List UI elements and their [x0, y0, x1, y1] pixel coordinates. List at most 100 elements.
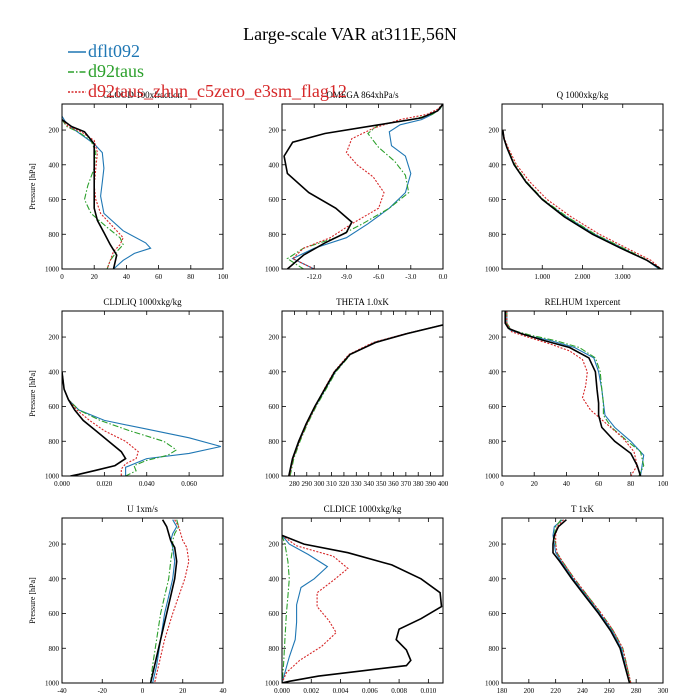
- x-tick-label: 80: [187, 273, 195, 281]
- plot-frame: [281, 517, 444, 684]
- plot-frame: [61, 103, 224, 270]
- y-tick-label: 800: [489, 645, 500, 653]
- y-tick-label: 800: [489, 231, 500, 239]
- x-tick-label: 200: [524, 687, 535, 695]
- series-line: [282, 534, 443, 683]
- x-tick-label: 400: [438, 480, 449, 488]
- series-line: [62, 115, 152, 269]
- x-tick-label: 0.040: [139, 480, 155, 488]
- series-line: [150, 519, 180, 683]
- series-line: [291, 104, 443, 269]
- x-tick-label: 380: [413, 480, 424, 488]
- y-tick-label: 1000: [265, 266, 280, 274]
- panel-title: OMEGA 864xhPa/s: [326, 90, 399, 100]
- panel-4: THETA 1.0xK 280 290 300 310 320 330 340 350 360 37…: [265, 297, 449, 488]
- x-tick-label: 220: [550, 687, 561, 695]
- y-tick-label: 400: [489, 161, 500, 169]
- x-tick-label: 290: [302, 480, 313, 488]
- y-tick-label: 400: [269, 368, 280, 376]
- x-tick-label: -20: [98, 687, 108, 695]
- x-tick-label: 20: [531, 480, 539, 488]
- y-tick-label: 200: [489, 127, 500, 135]
- x-tick-label: 0.060: [181, 480, 197, 488]
- panel-title: T 1xK: [571, 504, 595, 514]
- y-tick-label: 800: [49, 231, 60, 239]
- series-line: [552, 519, 631, 683]
- y-tick-label: 200: [489, 334, 500, 342]
- x-tick-label: -6.0: [373, 273, 385, 281]
- y-tick-label: 800: [489, 438, 500, 446]
- legend-label: dflt092: [88, 41, 140, 61]
- series-line: [282, 535, 329, 683]
- legend-label: d92taus: [88, 61, 144, 81]
- x-tick-label: 0.000: [54, 480, 70, 488]
- series-line: [504, 311, 642, 476]
- x-tick-label: 0: [141, 687, 145, 695]
- x-tick-label: 240: [577, 687, 588, 695]
- panel-6: U 1xm/s -40 -20 0 20 40 200 400 600 800 1000 Pressu…: [28, 504, 227, 695]
- panel-title: CLDLIQ 1000xkg/kg: [103, 297, 182, 307]
- panel-title: CLDICE 1000xkg/kg: [324, 504, 402, 514]
- y-tick-label: 200: [49, 541, 60, 549]
- plot-frame: [501, 517, 664, 684]
- panel-2: Q 1000xkg/kg 1.000 2.000 3.000 200 400 600 800 1…: [485, 90, 664, 281]
- x-tick-label: 180: [497, 687, 508, 695]
- y-axis-label: Pressure [hPa]: [28, 370, 37, 417]
- y-tick-label: 1000: [265, 680, 280, 688]
- y-tick-label: 400: [269, 161, 280, 169]
- y-tick-label: 200: [49, 127, 60, 135]
- series-line: [502, 130, 660, 269]
- panel-title: Q 1000xkg/kg: [557, 90, 609, 100]
- series-line: [502, 130, 661, 269]
- y-tick-label: 400: [489, 575, 500, 583]
- series-line: [62, 371, 139, 476]
- series-line: [62, 371, 222, 476]
- series-line: [506, 311, 638, 476]
- y-tick-label: 800: [269, 438, 280, 446]
- series-line: [506, 311, 645, 476]
- x-tick-label: 2.000: [575, 273, 591, 281]
- x-tick-label: 80: [627, 480, 635, 488]
- y-tick-label: 200: [49, 334, 60, 342]
- panel-3: CLDLIQ 1000xkg/kg 0.000 0.020 0.040 0.060 200…: [28, 297, 224, 488]
- y-tick-label: 600: [269, 403, 280, 411]
- x-tick-label: 280: [631, 687, 642, 695]
- x-tick-label: 340: [363, 480, 374, 488]
- plot-frame: [61, 517, 224, 684]
- panel-title: THETA 1.0xK: [336, 297, 389, 307]
- y-tick-label: 600: [489, 196, 500, 204]
- x-tick-label: 3.000: [615, 273, 631, 281]
- x-tick-label: 370: [401, 480, 412, 488]
- series-line: [149, 519, 178, 683]
- y-tick-label: 200: [269, 127, 280, 135]
- x-tick-label: 360: [388, 480, 399, 488]
- x-tick-label: 390: [425, 480, 436, 488]
- y-tick-label: 400: [269, 575, 280, 583]
- y-tick-label: 1000: [45, 680, 60, 688]
- plot-frame: [281, 310, 444, 477]
- x-tick-label: 20: [91, 273, 99, 281]
- y-tick-label: 800: [269, 645, 280, 653]
- x-tick-label: 40: [563, 480, 571, 488]
- panel-title: RELHUM 1xpercent: [545, 297, 621, 307]
- panel-8: T 1xK 180 200 220 240 260 280 300 200 400 600 800 10…: [485, 504, 669, 695]
- legend-item: d92taus: [68, 61, 144, 81]
- x-tick-label: 350: [376, 480, 387, 488]
- x-tick-label: 0.020: [96, 480, 112, 488]
- panel-1: OMEGA 864xhPa/s -12.0 -9.0 -6.0 -3.0 0.0 200 40…: [265, 90, 448, 281]
- y-tick-label: 600: [489, 403, 500, 411]
- x-tick-label: 0: [60, 273, 64, 281]
- series-line: [552, 519, 631, 683]
- series-line: [282, 535, 290, 683]
- series-line: [555, 519, 632, 683]
- x-tick-label: 0.010: [420, 687, 436, 695]
- series-line: [154, 519, 190, 683]
- y-tick-label: 600: [49, 610, 60, 618]
- series-line: [283, 104, 443, 269]
- legend-item: dflt092: [68, 41, 140, 61]
- series-line: [282, 534, 349, 683]
- y-axis-label: Pressure [hPa]: [28, 577, 37, 624]
- y-tick-label: 400: [49, 161, 60, 169]
